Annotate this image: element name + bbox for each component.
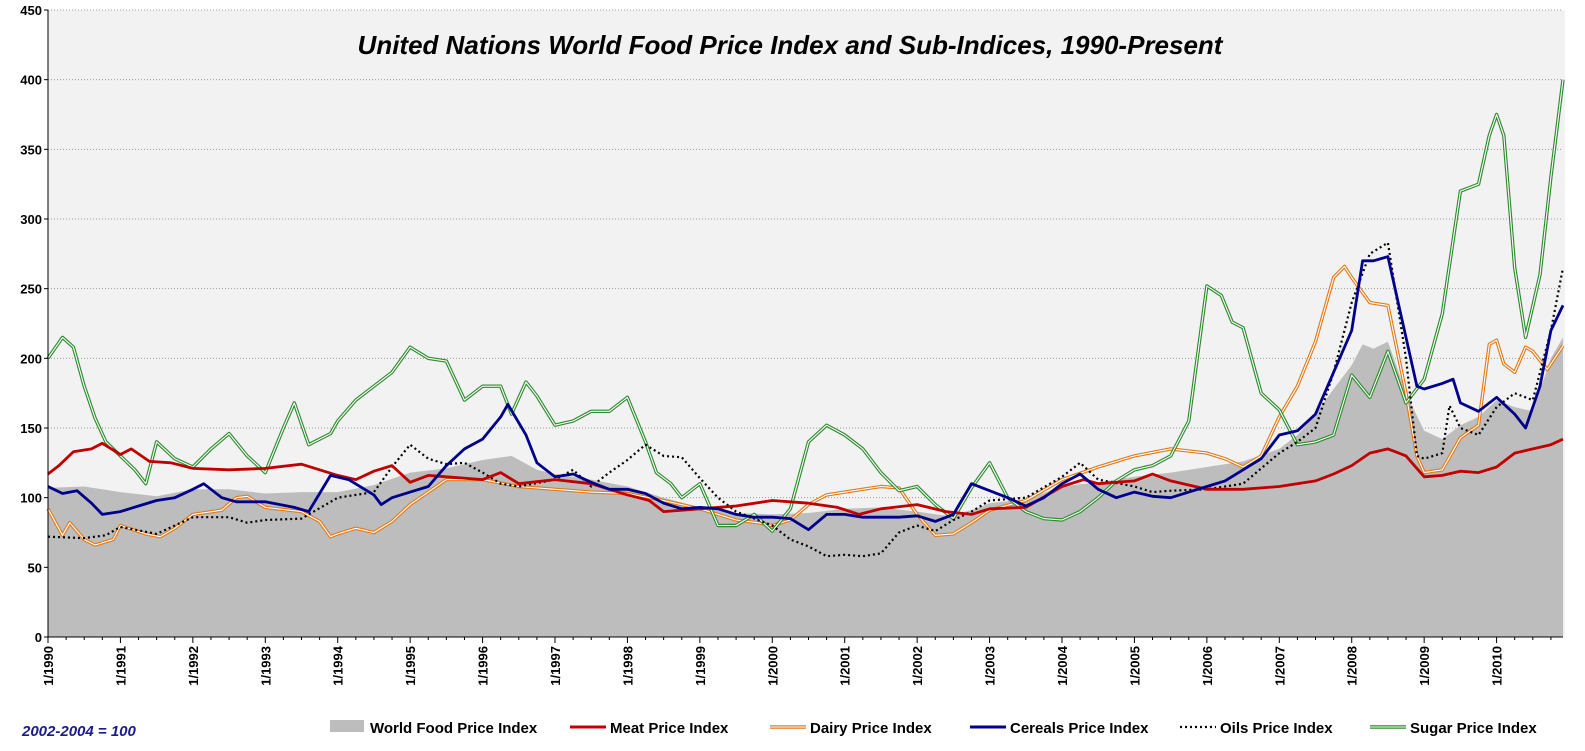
legend-world-food: World Food Price Index <box>330 720 538 737</box>
x-tick-label: 1/1992 <box>186 646 201 686</box>
series-line-meat <box>47 437 1564 516</box>
axes: 0 50 100 150 200 250 300 350 400 450 1/1990 1/1991 1… <box>20 3 1563 686</box>
x-tick-label: 1/2006 <box>1200 646 1215 686</box>
x-tick-label: 1/2010 <box>1490 646 1505 686</box>
series-line-oils <box>47 241 1565 558</box>
y-tick-label: 450 <box>20 3 42 18</box>
y-tick-label: 300 <box>20 212 42 227</box>
x-tick-label: 1/1994 <box>331 645 346 686</box>
base-note: 2002-2004 = 100 <box>21 723 137 740</box>
legend-label: Dairy Price Index <box>810 720 932 737</box>
legend-label: Sugar Price Index <box>1410 720 1537 737</box>
y-tick-label: 150 <box>20 421 42 436</box>
series-line-cereals <box>47 255 1565 532</box>
x-tick-label: 1/1995 <box>403 646 418 686</box>
legend-label: World Food Price Index <box>370 720 538 737</box>
x-tick-label: 1/2003 <box>983 646 998 686</box>
series-layer <box>46 79 1565 637</box>
x-tick-label: 1/2002 <box>910 646 925 686</box>
x-tick-label: 1/1998 <box>620 646 635 686</box>
legend-label: Meat Price Index <box>610 720 729 737</box>
legend-oils: Oils Price Index <box>1180 720 1333 737</box>
legend: World Food Price Index Meat Price Index Da… <box>330 720 1537 737</box>
chart-title: United Nations World Food Price Index an… <box>358 30 1224 60</box>
legend-label: Cereals Price Index <box>1010 720 1149 737</box>
y-tick-label: 0 <box>35 630 42 645</box>
y-tick-label: 350 <box>20 142 42 157</box>
legend-dairy: Dairy Price Index <box>770 720 932 737</box>
legend-swatch <box>330 720 364 732</box>
y-tick-label: 250 <box>20 282 42 297</box>
x-tick-label: 1/1993 <box>258 646 273 686</box>
series-line-dairy-inner <box>47 265 1564 546</box>
y-tick-label: 400 <box>20 73 42 88</box>
x-tick-label: 1/2009 <box>1417 646 1432 686</box>
x-tick-label: 1/1999 <box>693 646 708 686</box>
x-tick-label: 1/2000 <box>765 646 780 686</box>
y-tick-label: 200 <box>20 351 42 366</box>
x-tick-label: 1/2007 <box>1272 646 1287 686</box>
x-tick-label: 1/1997 <box>548 646 563 686</box>
legend-meat: Meat Price Index <box>570 720 729 737</box>
x-tick-label: 1/2004 <box>1055 645 1070 686</box>
x-tick-label: 1/2005 <box>1127 646 1142 686</box>
y-tick-label: 50 <box>28 560 42 575</box>
y-tick-label: 100 <box>20 491 42 506</box>
series-area-world-food <box>48 337 1563 637</box>
x-tick-label: 1/2008 <box>1345 646 1360 686</box>
x-tick-label: 1/2001 <box>838 646 853 686</box>
legend-label: Oils Price Index <box>1220 720 1333 737</box>
legend-sugar: Sugar Price Index <box>1370 720 1537 737</box>
x-tick-label: 1/1991 <box>113 646 128 686</box>
x-tick-label: 1/1990 <box>41 646 56 686</box>
x-tick-label: 1/1996 <box>476 646 491 686</box>
legend-cereals: Cereals Price Index <box>970 720 1149 737</box>
series-line-sugar-inner <box>47 79 1564 532</box>
